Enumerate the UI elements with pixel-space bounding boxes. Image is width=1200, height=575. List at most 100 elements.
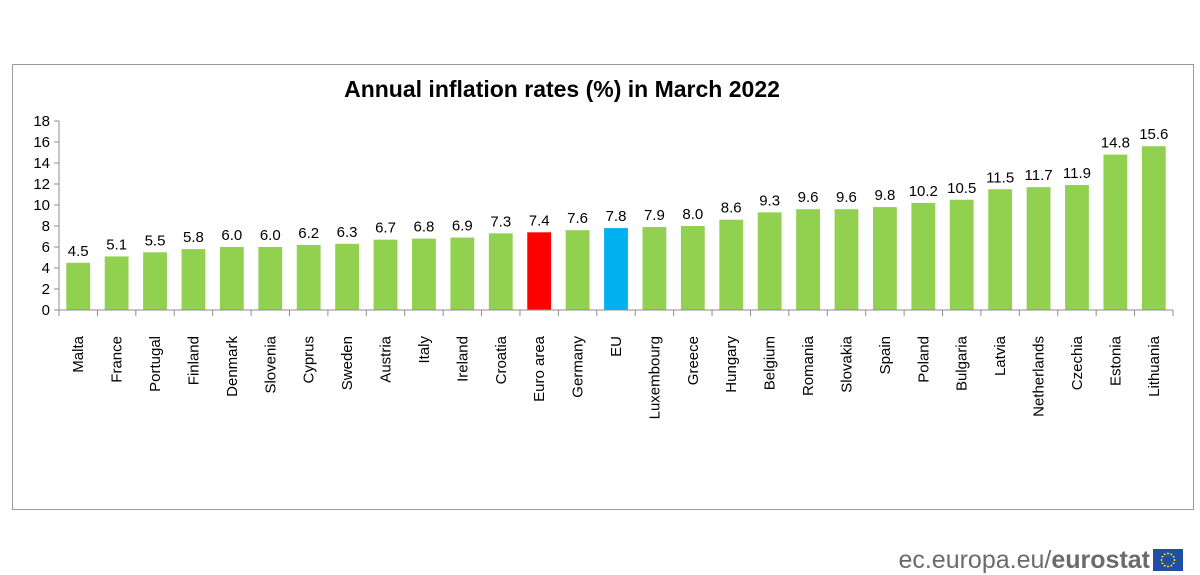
data-label: 7.6 [567, 210, 588, 227]
data-label: 8.6 [721, 200, 742, 217]
category-label: Slovenia [262, 335, 279, 393]
bar-belgium [757, 212, 782, 310]
category-label: Italy [416, 336, 433, 364]
data-label: 7.3 [490, 213, 511, 230]
category-label: Germany [570, 336, 587, 398]
data-label: 7.4 [529, 212, 550, 229]
data-label: 8.0 [682, 206, 703, 223]
flag-star-icon [1161, 562, 1164, 565]
bar-bulgaria [949, 199, 974, 310]
data-label: 6.8 [414, 219, 435, 236]
category-label: Denmark [224, 336, 241, 397]
y-tick-label: 2 [42, 281, 50, 298]
y-tick-label: 12 [33, 176, 50, 193]
bar-croatia [488, 233, 513, 310]
bar-euro-area [527, 232, 552, 310]
bar-romania [796, 209, 820, 310]
bar-sweden [335, 243, 360, 310]
bar-estonia [1103, 154, 1128, 310]
category-label: Croatia [493, 335, 510, 384]
category-label: Spain [877, 336, 894, 374]
category-label: Portugal [147, 336, 164, 392]
data-label: 9.8 [874, 187, 895, 204]
data-label: 15.6 [1139, 126, 1168, 143]
data-labels: 4.5 5.1 5.5 5.8 6.0 6.0 6.2 6.3 6.7 6.8 6.9 7.3 7.4 7… [68, 126, 1169, 260]
bar-cyprus [296, 244, 321, 310]
y-tick-label: 14 [33, 155, 50, 172]
category-label: France [109, 336, 126, 383]
data-label: 10.2 [909, 183, 938, 200]
data-label: 11.7 [1025, 167, 1053, 184]
data-label: 11.9 [1063, 165, 1091, 182]
bar-poland [911, 202, 936, 310]
y-tick-label: 4 [42, 260, 50, 277]
bar-ireland [450, 237, 475, 310]
bar-austria [373, 239, 398, 310]
category-label: Romania [800, 335, 817, 396]
footer-slash: / [1044, 545, 1052, 574]
flag-star-icon [1173, 559, 1176, 561]
footer-domain: ec.europa.eu [898, 545, 1045, 574]
eu-flag-icon [1153, 549, 1183, 571]
flag-star-icon [1163, 564, 1166, 567]
data-label: 9.3 [759, 192, 780, 209]
bar-hungary [719, 219, 744, 310]
category-label: Poland [915, 336, 932, 383]
data-label: 14.8 [1101, 135, 1130, 152]
bar-eu [604, 228, 628, 310]
data-label: 10.5 [947, 180, 976, 197]
y-tick-label: 10 [33, 197, 50, 214]
category-label: Luxembourg [646, 336, 663, 419]
bar-netherlands [1026, 187, 1051, 310]
category-label: Estonia [1107, 335, 1124, 386]
bar-slovenia [258, 247, 283, 310]
data-label: 6.0 [260, 227, 281, 244]
data-label: 7.9 [644, 207, 665, 224]
category-label: Slovakia [838, 335, 855, 392]
data-label: 6.0 [221, 227, 242, 244]
bar-luxembourg [642, 227, 667, 310]
footer-brand: eurostat [1051, 545, 1150, 574]
bar-chart: Annual inflation rates (%) in March 2022… [33, 76, 1174, 419]
category-label: Greece [685, 336, 702, 385]
y-tick-label: 16 [33, 134, 50, 151]
y-tick-label: 18 [33, 113, 50, 130]
x-axis: Malta France Portugal Finland Denmark Sloveni… [58, 309, 1174, 419]
category-label: Sweden [339, 336, 356, 390]
bar-germany [565, 230, 590, 310]
bar-italy [412, 238, 436, 310]
data-label: 7.8 [606, 208, 627, 225]
y-tick-label: 0 [42, 302, 50, 319]
flag-star-icon [1167, 552, 1169, 555]
bar-malta [66, 262, 91, 310]
y-tick-label: 6 [42, 239, 50, 256]
flag-star-icon [1170, 564, 1173, 567]
flag-star-icon [1172, 555, 1175, 558]
bar-greece [680, 226, 705, 310]
y-tick-label: 8 [42, 218, 50, 235]
bar-czechia [1065, 185, 1089, 310]
data-label: 6.9 [452, 218, 473, 235]
data-label: 4.5 [68, 243, 89, 260]
category-label: Cyprus [301, 336, 318, 384]
flag-star-icon [1161, 555, 1164, 558]
flag-star-icon [1163, 553, 1166, 556]
category-label: Finland [185, 336, 202, 385]
bars [66, 146, 1166, 310]
category-label: Latvia [992, 335, 1009, 376]
category-label: Euro area [531, 335, 548, 402]
bar-spain [872, 207, 897, 310]
category-label: Ireland [454, 336, 471, 382]
data-label: 9.6 [836, 189, 857, 206]
flag-star-icon [1170, 553, 1173, 556]
bar-finland [181, 249, 206, 310]
bar-france [104, 256, 129, 310]
data-label: 9.6 [798, 189, 819, 206]
category-label: Hungary [723, 336, 740, 393]
bar-slovakia [834, 209, 859, 310]
data-label: 5.1 [106, 236, 127, 253]
data-label: 5.8 [183, 229, 204, 246]
category-label: Austria [378, 335, 395, 382]
bar-lithuania [1141, 146, 1166, 310]
category-label: Malta [70, 335, 87, 372]
